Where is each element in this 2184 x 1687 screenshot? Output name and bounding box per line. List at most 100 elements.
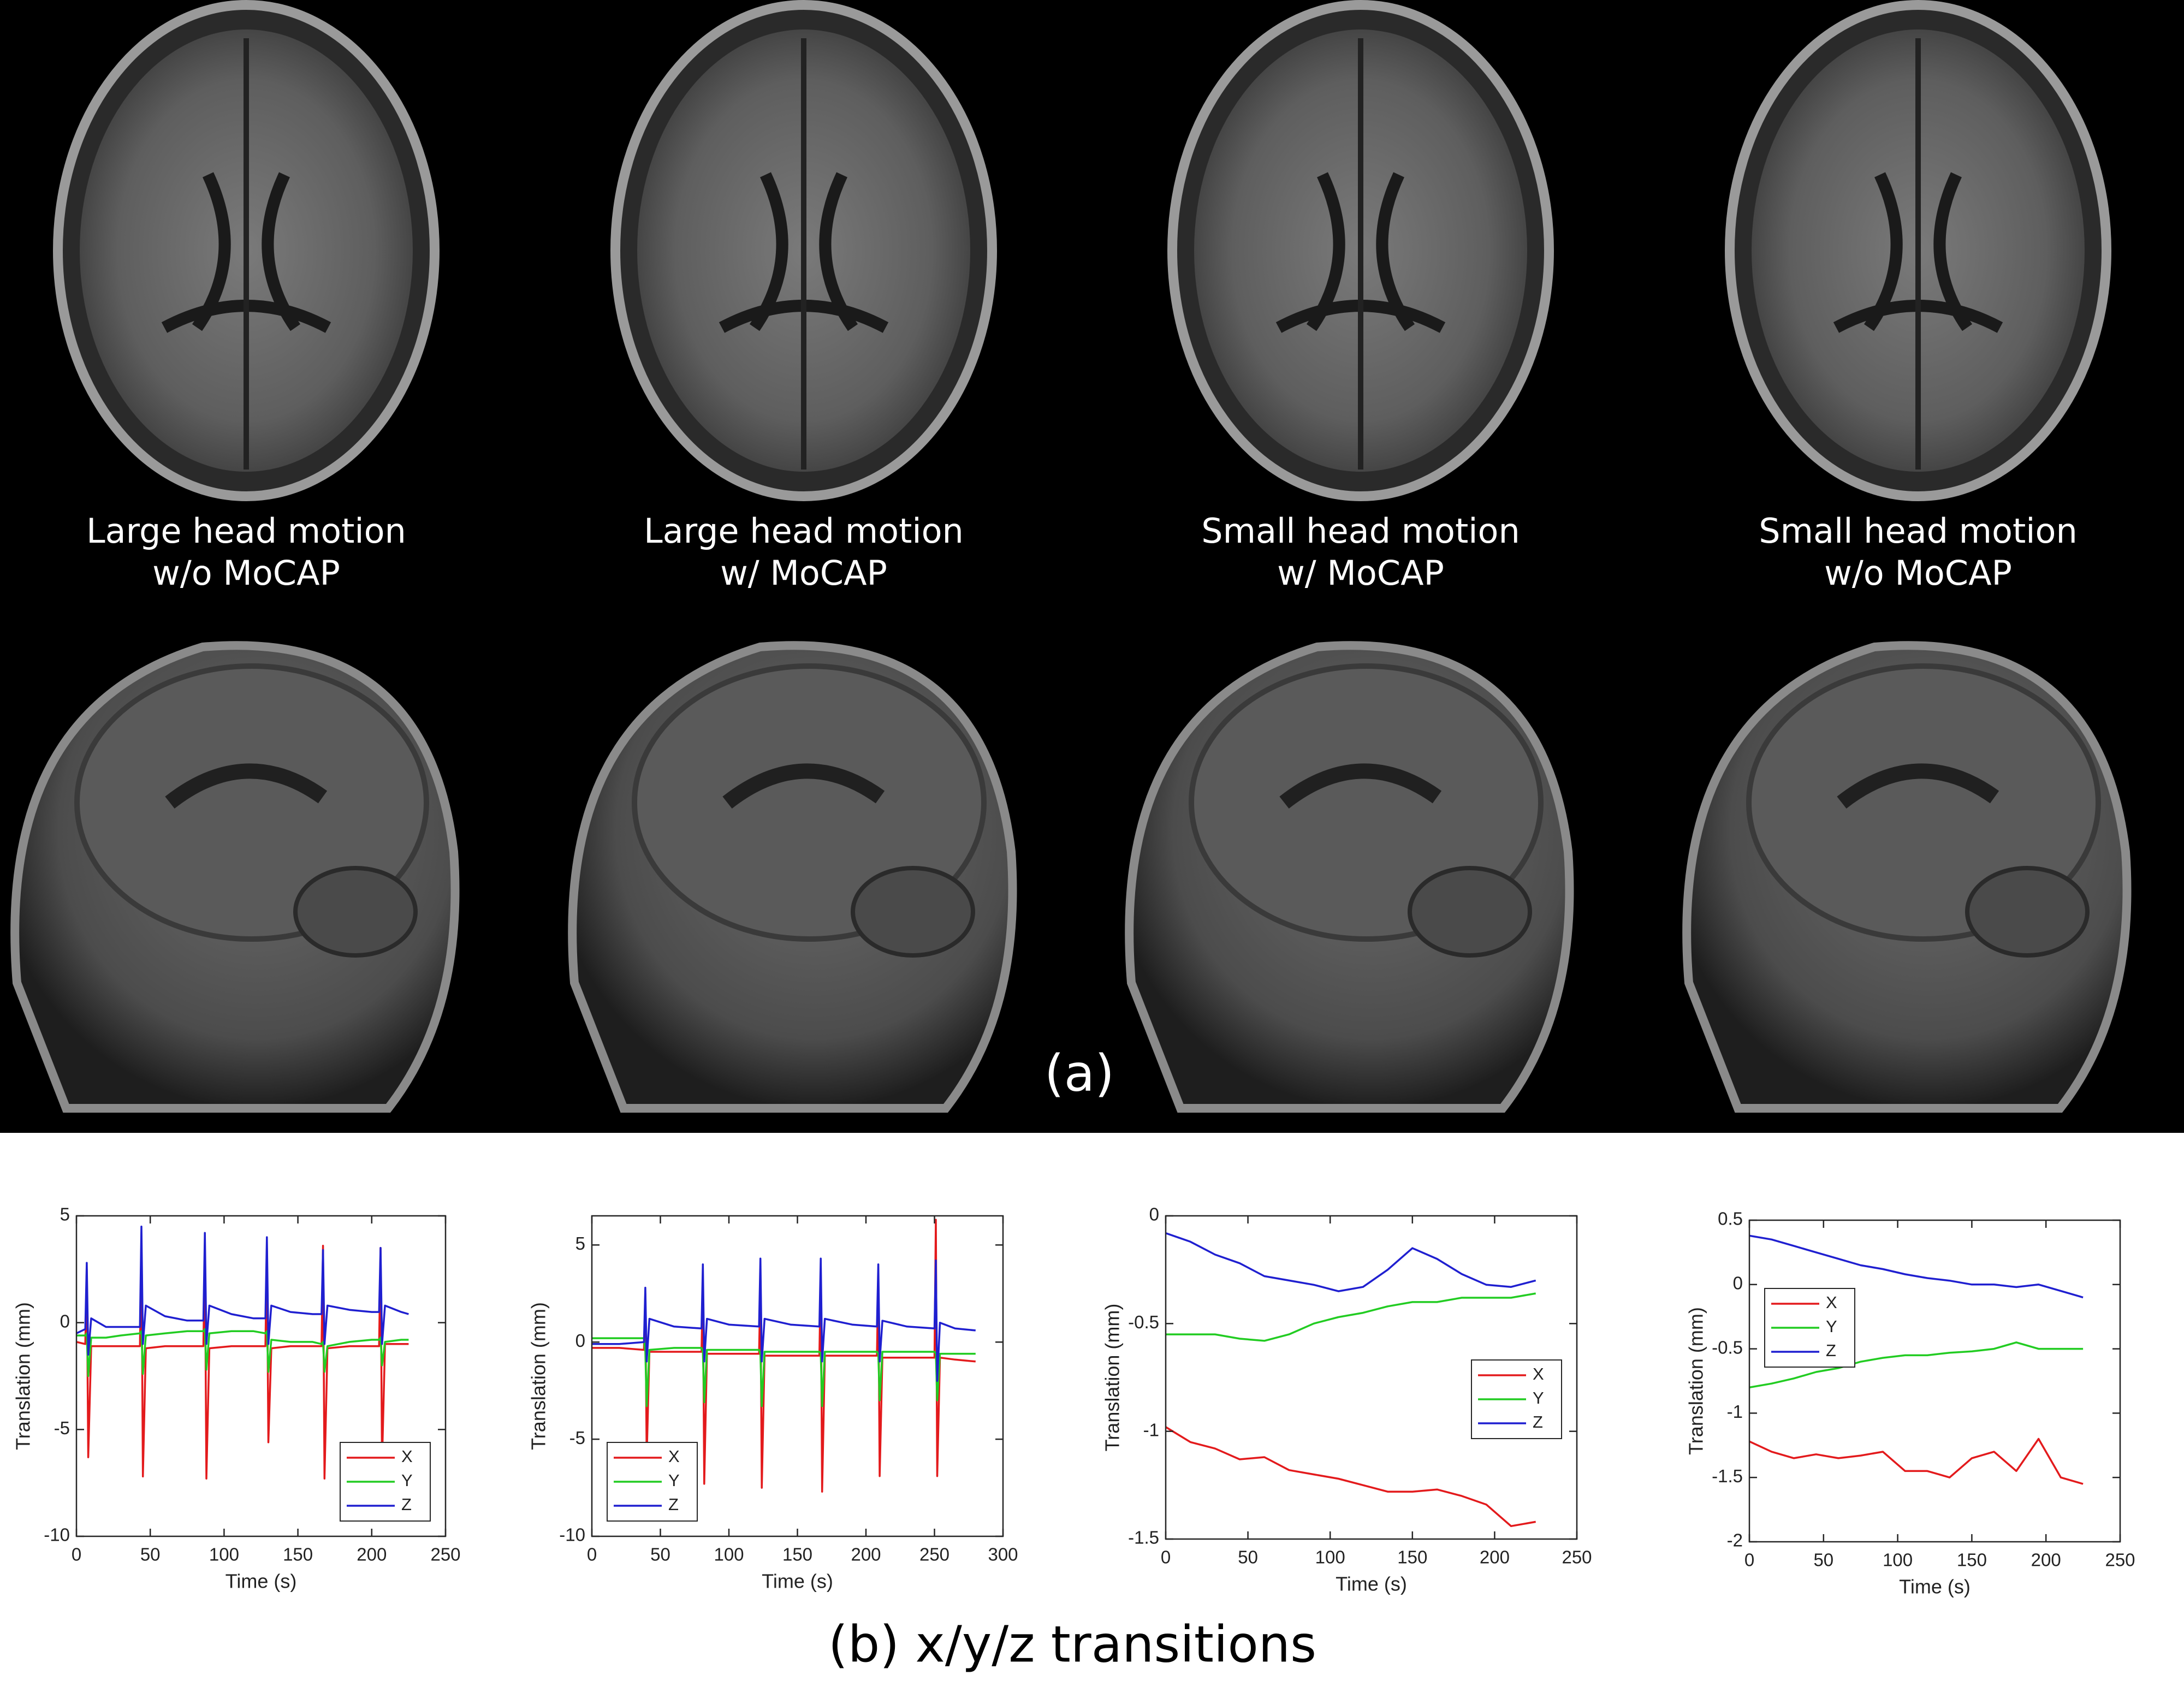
sagittal-callosum <box>722 763 885 809</box>
x-axis-label: Time (s) <box>1336 1573 1407 1595</box>
y-tick-label: -1 <box>1727 1401 1743 1422</box>
y-tick-label: -1.5 <box>1712 1466 1743 1486</box>
axes-frame <box>1165 1215 1578 1540</box>
image-caption: Large head motion <box>86 511 406 551</box>
y-axis-label: Translation (mm) <box>1101 1304 1124 1452</box>
y-tick-label: -10 <box>559 1525 585 1545</box>
y-tick-label: 5 <box>575 1233 585 1254</box>
x-tick-label: 150 <box>283 1545 313 1565</box>
y-axis-label: Translation (mm) <box>527 1302 550 1450</box>
sagittal-cerebellum <box>1965 866 2090 958</box>
x-tick-label: 150 <box>782 1545 812 1565</box>
legend-label: X <box>1533 1364 1544 1383</box>
x-axis-label: Time (s) <box>1899 1576 1971 1598</box>
x-axis-label: Time (s) <box>762 1570 833 1593</box>
y-tick-label: 0 <box>575 1330 585 1351</box>
y-tick-label: -1.5 <box>1128 1528 1159 1548</box>
series-line <box>76 1236 409 1480</box>
x-tick-label: 300 <box>988 1545 1018 1565</box>
legend-label: X <box>668 1447 680 1466</box>
x-tick-label: 0 <box>1744 1550 1754 1570</box>
sagittal-cerebellum <box>851 866 975 958</box>
x-tick-label: 0 <box>1161 1547 1171 1567</box>
x-tick-label: 100 <box>714 1545 744 1565</box>
chart: 0 50 100 150 200 250 -2 -1.5 -1 -0.5 0 0.5 Time (s) T… <box>1685 1209 2135 1598</box>
panel-a-label: (a) <box>1044 1044 1114 1102</box>
series-line <box>1166 1232 1536 1292</box>
axes-frame <box>75 1215 447 1537</box>
x-tick-label: 200 <box>2031 1550 2061 1570</box>
legend-label: X <box>401 1447 413 1466</box>
image-caption: w/ MoCAP <box>720 553 887 593</box>
x-tick-label: 250 <box>919 1545 949 1565</box>
y-tick-label: -0.5 <box>1128 1312 1159 1332</box>
x-tick-label: 250 <box>2105 1550 2135 1570</box>
legend-label: Z <box>1826 1341 1836 1360</box>
series-line <box>592 1337 976 1407</box>
sagittal-callosum <box>1837 763 1999 809</box>
y-axis-label: Translation (mm) <box>12 1302 34 1450</box>
legend-label: Y <box>1826 1317 1837 1336</box>
sagittal-callosum <box>165 763 328 809</box>
axes-frame <box>1748 1219 2121 1543</box>
x-tick-label: 50 <box>140 1545 161 1565</box>
x-tick-label: 200 <box>851 1545 881 1565</box>
x-tick-label: 100 <box>209 1545 239 1565</box>
legend-label: Y <box>401 1471 413 1490</box>
y-tick-label: 5 <box>60 1204 70 1225</box>
series-line <box>1749 1234 2084 1299</box>
y-tick-label: 0.5 <box>1718 1209 1743 1229</box>
legend-label: Z <box>401 1495 412 1514</box>
image-caption: Large head motion <box>644 511 964 551</box>
x-tick-label: 200 <box>357 1545 387 1565</box>
legend-label: Y <box>668 1471 680 1490</box>
panel-b-label: (b) x/y/z transitions <box>828 1615 1316 1673</box>
image-caption: w/ MoCAP <box>1277 553 1444 593</box>
legend-label: Z <box>668 1495 679 1514</box>
x-tick-label: 0 <box>587 1545 597 1565</box>
y-tick-label: -5 <box>569 1428 585 1448</box>
x-tick-label: 200 <box>1480 1547 1510 1567</box>
image-caption: w/o MoCAP <box>152 553 340 593</box>
series-line <box>1749 1437 2084 1485</box>
mri-images <box>10 0 2132 1113</box>
image-caption: Small head motion <box>1201 511 1520 551</box>
y-tick-label: -0.5 <box>1712 1337 1743 1357</box>
y-tick-label: 0 <box>1733 1273 1743 1293</box>
plot-area <box>1749 1220 2120 1542</box>
chart: 0 50 100 150 200 250 300 -10 -5 0 5 Time (s) Transla… <box>527 1215 1018 1593</box>
series-line <box>1749 1341 2084 1389</box>
x-tick-label: 250 <box>430 1545 460 1565</box>
x-tick-label: 150 <box>1397 1547 1427 1567</box>
sagittal-cerebellum <box>1408 866 1532 958</box>
image-caption: Small head motion <box>1759 511 2078 551</box>
series-line <box>76 1225 409 1356</box>
sagittal-cerebellum <box>293 866 418 958</box>
x-tick-label: 50 <box>650 1545 670 1565</box>
chart: 0 50 100 150 200 250 -10 -5 0 5 Time (s) Translatio… <box>12 1204 461 1593</box>
series-line <box>592 1219 976 1493</box>
sagittal-callosum <box>1279 763 1442 809</box>
series-line <box>592 1257 976 1382</box>
chart: 0 50 100 150 200 250 -1.5 -1 -0.5 0 Time (s) Transl… <box>1101 1204 1592 1595</box>
x-tick-label: 250 <box>1562 1547 1592 1567</box>
series-line <box>1166 1426 1536 1528</box>
legend-label: Y <box>1533 1388 1544 1407</box>
x-tick-label: 100 <box>1315 1547 1345 1567</box>
y-tick-label: -1 <box>1143 1419 1159 1440</box>
x-tick-label: 0 <box>72 1545 81 1565</box>
x-axis-label: Time (s) <box>225 1570 297 1593</box>
x-tick-label: 50 <box>1238 1547 1258 1567</box>
x-tick-label: 50 <box>1813 1550 1833 1570</box>
x-tick-label: 150 <box>1957 1550 1987 1570</box>
y-tick-label: 0 <box>60 1311 70 1331</box>
legend-label: X <box>1826 1293 1837 1312</box>
x-tick-label: 100 <box>1883 1550 1913 1570</box>
y-axis-label: Translation (mm) <box>1685 1307 1707 1455</box>
y-tick-label: -10 <box>44 1525 70 1545</box>
legend-label: Z <box>1533 1412 1543 1431</box>
series-line <box>76 1328 409 1377</box>
image-caption: w/o MoCAP <box>1824 553 2012 593</box>
